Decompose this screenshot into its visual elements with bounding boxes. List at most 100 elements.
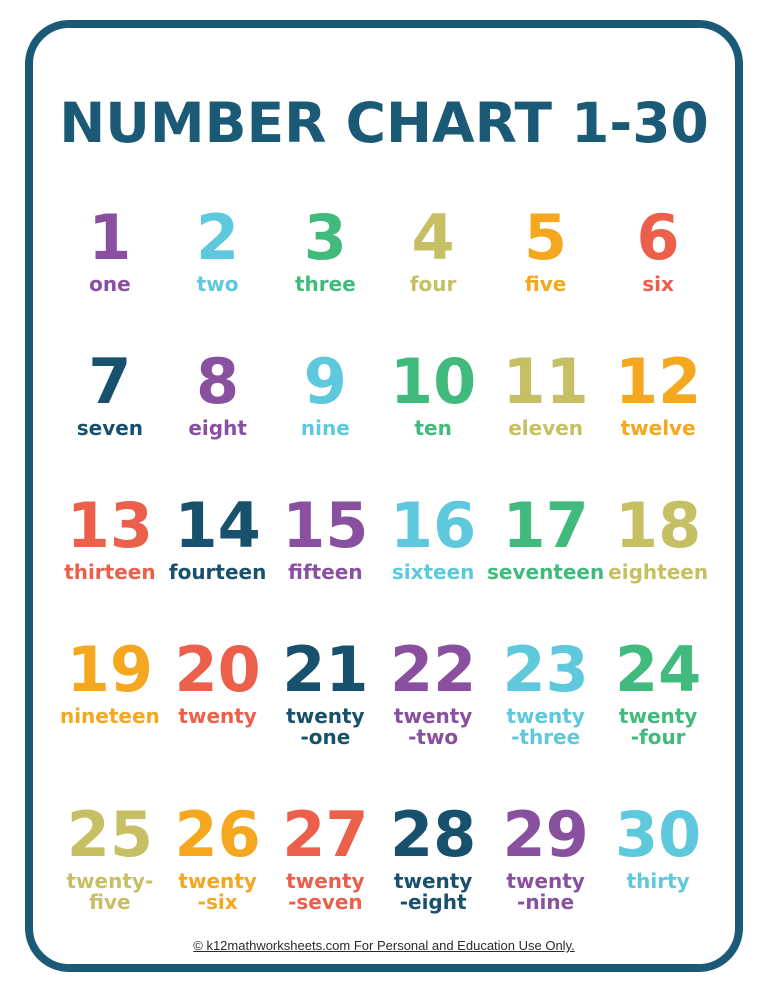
numeral: 16 (389, 489, 477, 563)
number-cell-23: 23 twenty -three (487, 639, 604, 748)
number-word: seven (56, 418, 164, 439)
number-word-line: nineteen (59, 704, 160, 729)
number-word-line: -two (408, 725, 459, 750)
number-word: twenty -six (164, 871, 272, 913)
number-word: twenty -two (379, 706, 487, 748)
numeral: 30 (614, 798, 702, 872)
number-word-line: fourteen (168, 560, 267, 585)
number-word-line: ten (414, 416, 452, 441)
number-word: three (272, 274, 380, 295)
number-cell-16: 16 sixteen (379, 495, 487, 583)
number-cell-20: 20 twenty (164, 639, 272, 748)
numeral: 4 (411, 201, 455, 275)
number-word: one (56, 274, 164, 295)
number-word: eighteen (604, 562, 712, 583)
numeral: 29 (502, 798, 589, 872)
numeral: 21 (282, 633, 369, 707)
numeral: 26 (174, 798, 261, 872)
number-word: twenty -four (604, 706, 712, 748)
page-title: NUMBER CHART 1-30 (59, 91, 709, 155)
numeral: 13 (66, 489, 154, 563)
numeral: 5 (524, 201, 568, 275)
number-cell-3: 3 three (272, 207, 380, 295)
numeral: 28 (389, 798, 477, 872)
numeral: 18 (614, 489, 702, 563)
numeral: 1 (88, 201, 132, 275)
number-word-line: fifteen (288, 560, 363, 585)
number-word-line: twenty (393, 869, 473, 894)
number-word-line: four (409, 272, 457, 297)
number-cell-11: 11 eleven (487, 351, 604, 439)
numeral: 7 (88, 345, 132, 419)
number-word: twenty (164, 706, 272, 727)
number-word: seventeen (487, 562, 604, 583)
number-word: six (604, 274, 712, 295)
number-word-line: twenty (393, 704, 473, 729)
number-cell-15: 15 fifteen (272, 495, 380, 583)
number-word: sixteen (379, 562, 487, 583)
number-word-line: -one (300, 725, 351, 750)
number-word-line: -eight (399, 890, 467, 915)
number-word-line: twenty (506, 869, 585, 894)
number-cell-4: 4 four (379, 207, 487, 295)
numeral: 12 (614, 345, 702, 419)
number-cell-30: 30 thirty (604, 804, 712, 913)
number-cell-13: 13 thirteen (56, 495, 164, 583)
footer-credit-link[interactable]: © k12mathworksheets.com For Personal and… (193, 938, 575, 953)
numeral: 19 (66, 633, 154, 707)
border-frame: NUMBER CHART 1-30 1 one 2 two 3 three 4 four 5 fi… (25, 20, 743, 972)
number-word: eleven (487, 418, 604, 439)
numeral: 11 (502, 345, 589, 419)
numeral: 9 (303, 345, 347, 419)
numeral: 14 (174, 489, 261, 563)
number-word: nine (272, 418, 380, 439)
numeral: 25 (66, 798, 154, 872)
number-word: twelve (604, 418, 712, 439)
number-cell-28: 28 twenty -eight (379, 804, 487, 913)
number-cell-9: 9 nine (272, 351, 380, 439)
number-cell-14: 14 fourteen (164, 495, 272, 583)
number-word: four (379, 274, 487, 295)
number-word: eight (164, 418, 272, 439)
number-word-line: five (89, 890, 131, 915)
number-cell-1: 1 one (56, 207, 164, 295)
number-word: twenty -one (272, 706, 380, 748)
numeral: 15 (282, 489, 369, 563)
number-word: twenty -three (487, 706, 604, 748)
number-word-line: -three (511, 725, 581, 750)
number-word-line: six (642, 272, 674, 297)
number-word-line: twenty (286, 704, 365, 729)
number-cell-7: 7 seven (56, 351, 164, 439)
number-word-line: -six (197, 890, 238, 915)
number-word-line: thirty (626, 869, 690, 894)
number-word-line: seven (76, 416, 144, 441)
number-word-line: two (196, 272, 239, 297)
number-word: ten (379, 418, 487, 439)
numeral: 2 (196, 201, 240, 275)
numeral: 10 (389, 345, 477, 419)
numeral: 8 (196, 345, 240, 419)
numeral: 20 (174, 633, 261, 707)
number-word-line: eighteen (608, 560, 709, 585)
number-word-line: sixteen (391, 560, 475, 585)
number-word-line: nine (300, 416, 350, 441)
number-word-line: -four (630, 725, 686, 750)
number-word: twenty -eight (379, 871, 487, 913)
number-word-line: twenty (506, 704, 585, 729)
numeral: 27 (282, 798, 369, 872)
number-word: twenty-five (56, 871, 164, 913)
number-cell-12: 12 twelve (604, 351, 712, 439)
number-word-line: twenty (618, 704, 698, 729)
number-word: two (164, 274, 272, 295)
number-cell-5: 5 five (487, 207, 604, 295)
number-word-line: twenty- (66, 869, 154, 894)
number-cell-29: 29 twenty -nine (487, 804, 604, 913)
number-word: nineteen (56, 706, 164, 727)
number-cell-18: 18 eighteen (604, 495, 712, 583)
number-cell-10: 10 ten (379, 351, 487, 439)
number-cell-8: 8 eight (164, 351, 272, 439)
number-word-line: eleven (508, 416, 584, 441)
number-word-line: eight (188, 416, 247, 441)
footer: © k12mathworksheets.com For Personal and… (33, 935, 735, 954)
